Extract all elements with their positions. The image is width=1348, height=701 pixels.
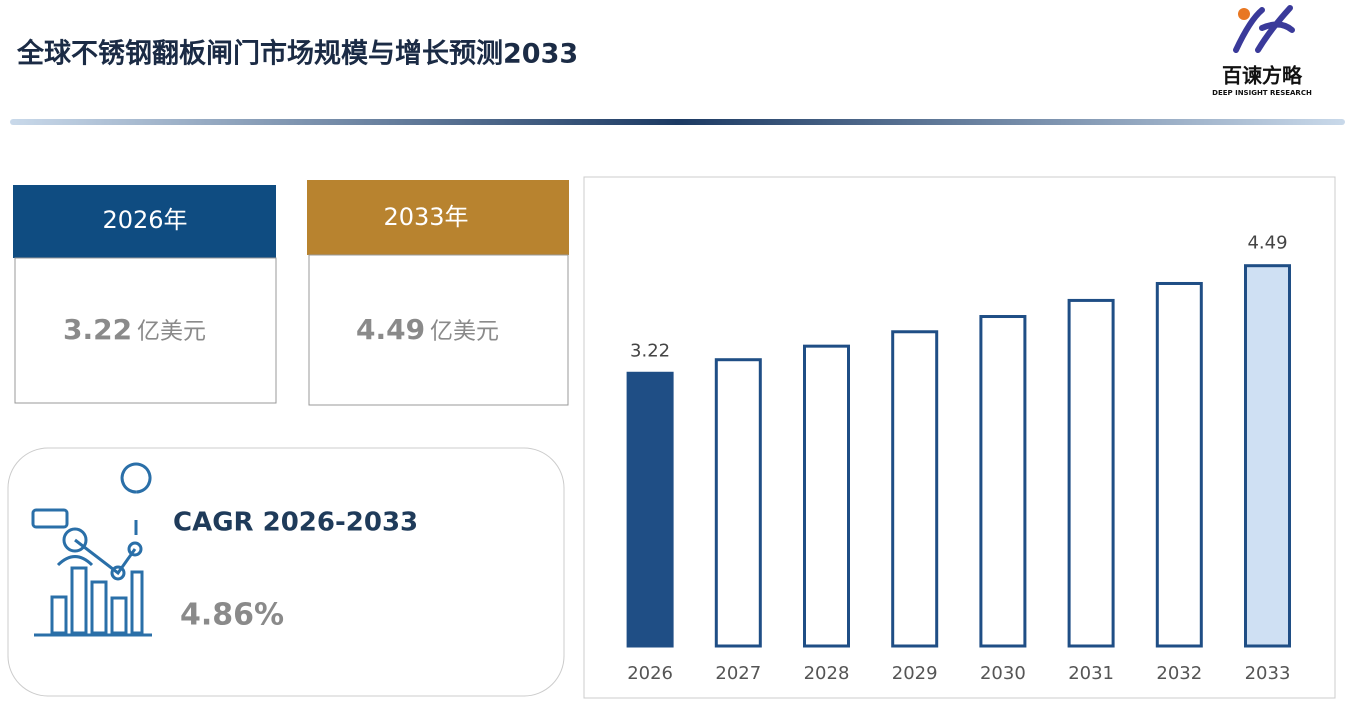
cagr-box: [7, 447, 565, 697]
x-tick-label: 2032: [1156, 663, 1202, 684]
value-label: 4.49: [1247, 233, 1287, 254]
divider: [10, 119, 1345, 125]
x-tick-label: 2030: [980, 663, 1026, 684]
logo-mark: [1233, 5, 1295, 53]
card-header-bg: [13, 185, 276, 258]
bar: [626, 371, 674, 648]
bar: [803, 344, 850, 648]
card-unit: 亿美元: [137, 319, 206, 345]
bar: [979, 315, 1027, 648]
bar: [1067, 298, 1115, 648]
logo: 百谏方略 DEEP INSIGHT RESEARCH: [1212, 5, 1312, 97]
plot: 2026 3.22 2027 2028 2029 2030 2031 2032 2033 4.49: [626, 233, 1291, 684]
x-tick-label: 2028: [804, 663, 850, 684]
cagr-label: CAGR 2026-2033: [173, 508, 418, 538]
card-header: 2033年: [383, 203, 468, 231]
logo-name: 百谏方略: [1222, 64, 1303, 88]
x-tick-label: 2029: [892, 663, 938, 684]
logo-dot: [1238, 8, 1250, 20]
card-value: 3.22: [63, 313, 132, 346]
card-unit: 亿美元: [430, 319, 499, 345]
x-tick-label: 2026: [627, 663, 673, 684]
card-header-bg: [307, 180, 569, 255]
card-header: 2026年: [102, 206, 187, 234]
x-tick-label: 2027: [715, 663, 761, 684]
chart-frame: [583, 176, 1336, 699]
value-label: 3.22: [630, 340, 670, 361]
bar: [891, 330, 939, 648]
page-title: 全球不锈钢翻板闸门市场规模与增长预测2033: [16, 38, 578, 70]
x-tick-label: 2033: [1245, 663, 1291, 684]
bar: [1155, 281, 1203, 648]
bar: [1244, 264, 1291, 648]
x-tick-label: 2031: [1068, 663, 1114, 684]
card-value: 4.49: [356, 313, 425, 346]
cagr-icon: [31, 462, 152, 637]
bar: [714, 358, 762, 648]
logo-sub: DEEP INSIGHT RESEARCH: [1212, 89, 1312, 97]
cagr-value: 4.86%: [180, 598, 284, 633]
card-body: [14, 257, 277, 404]
card-body: [308, 254, 569, 406]
